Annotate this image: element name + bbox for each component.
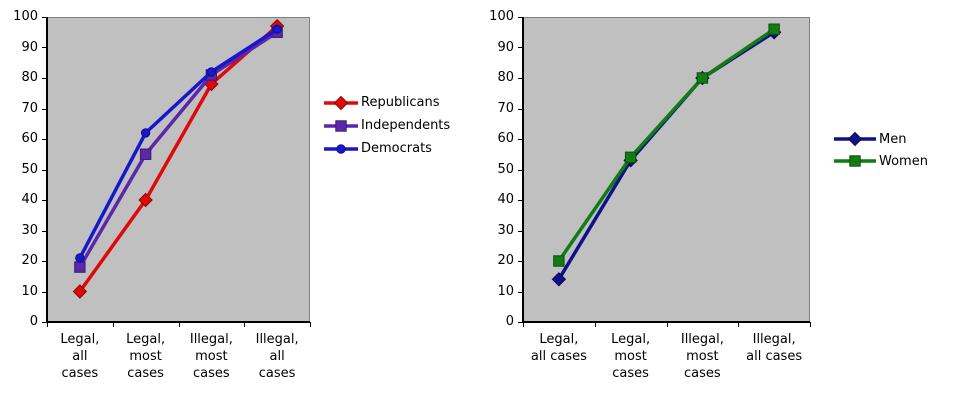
- y-axis-tick-label: 40: [21, 192, 38, 207]
- legend: Men Women: [834, 128, 928, 172]
- y-axis-tick-label: 50: [21, 161, 38, 177]
- party-affiliation-chart: 0 10 20 30 40 50 60 70 80 90 100 Legal, all cases Le…: [0, 0, 470, 406]
- y-axis-tick-label: 0: [29, 314, 38, 329]
- series-line-independents: [78, 30, 279, 269]
- marker-diamond-icon: [847, 131, 863, 147]
- series-line-women: [557, 27, 776, 263]
- y-axis-tick-label: 60: [21, 131, 38, 146]
- marker-circle-icon: [336, 143, 346, 154]
- marker-circle-icon: [272, 24, 282, 34]
- y-axis-tick-label: 30: [21, 222, 38, 238]
- marker-square-icon: [696, 72, 709, 84]
- marker-square-icon: [74, 261, 86, 273]
- marker-circle-icon: [75, 253, 85, 263]
- y-axis-tick-label: 80: [21, 70, 38, 85]
- marker-diamond-icon: [72, 284, 88, 299]
- marker-square-icon: [553, 255, 565, 267]
- legend-item-democrats: Democrats: [324, 137, 450, 160]
- legend-label: Republicans: [361, 95, 440, 110]
- marker-square-icon: [335, 119, 347, 132]
- plot-svg: [518, 17, 811, 327]
- legend-swatch-square-icon: [834, 155, 876, 167]
- legend-label: Men: [879, 131, 907, 147]
- x-axis-category-label: Legal, all cases: [60, 332, 100, 381]
- plot-svg: [42, 17, 311, 327]
- y-axis-tick-label: 80: [497, 70, 514, 85]
- legend-swatch-square-icon: [324, 119, 358, 132]
- legend-label: Women: [879, 153, 928, 169]
- y-axis-tick-label: 60: [497, 131, 514, 146]
- y-axis-tick-label: 70: [497, 100, 514, 116]
- marker-diamond-icon: [138, 192, 153, 208]
- y-axis-tick-label: 10: [21, 283, 38, 299]
- marker-circle-icon: [140, 128, 151, 138]
- marker-square-icon: [139, 148, 152, 160]
- legend-swatch-diamond-icon: [834, 131, 876, 147]
- y-axis-tick-label: 20: [21, 253, 38, 268]
- legend-label: Democrats: [361, 141, 432, 156]
- y-axis-tick-label: 100: [489, 9, 514, 24]
- marker-square-icon: [624, 151, 637, 164]
- y-axis-tick-label: 0: [505, 314, 514, 329]
- y-axis-tick-label: 90: [497, 39, 514, 55]
- x-axis-category-label: Illegal, most cases: [680, 332, 724, 381]
- legend-item-men: Men: [834, 128, 928, 150]
- legend-swatch-diamond-icon: [324, 95, 358, 110]
- legend-swatch-circle-icon: [324, 143, 358, 154]
- y-axis-tick-label: 70: [21, 100, 38, 116]
- marker-square-icon: [849, 155, 861, 167]
- y-axis-tick-label: 100: [13, 9, 38, 24]
- legend: Republicans Independents Democrats: [324, 91, 450, 160]
- marker-circle-icon: [206, 67, 217, 77]
- y-axis-tick-label: 90: [21, 39, 38, 55]
- y-axis-tick-label: 30: [497, 222, 514, 238]
- legend-item-independents: Independents: [324, 114, 450, 137]
- plot-area: [47, 17, 310, 322]
- marker-diamond-icon: [333, 95, 349, 110]
- x-axis-category-label: Illegal, all cases: [255, 332, 299, 381]
- gender-chart: 0 10 20 30 40 50 60 70 80 90 100 Legal, all cases Le…: [483, 0, 953, 406]
- x-axis-category-label: Illegal, all cases: [746, 332, 803, 364]
- legend-item-republicans: Republicans: [324, 91, 450, 114]
- x-axis-category-label: Illegal, most cases: [189, 332, 233, 381]
- legend-label: Independents: [361, 118, 451, 133]
- plot-area: [523, 17, 810, 322]
- x-axis-category-label: Legal, all cases: [530, 332, 587, 364]
- x-axis-category-label: Legal, most cases: [611, 332, 651, 381]
- series-line-democrats: [78, 27, 279, 260]
- y-axis-tick-label: 50: [497, 161, 514, 177]
- y-axis-tick-label: 40: [497, 192, 514, 207]
- marker-square-icon: [768, 23, 780, 35]
- x-axis-category-label: Legal, most cases: [126, 332, 166, 381]
- legend-item-women: Women: [834, 150, 928, 172]
- y-axis-tick-label: 10: [497, 283, 514, 299]
- marker-diamond-icon: [551, 272, 567, 287]
- y-axis-tick-label: 20: [497, 253, 514, 268]
